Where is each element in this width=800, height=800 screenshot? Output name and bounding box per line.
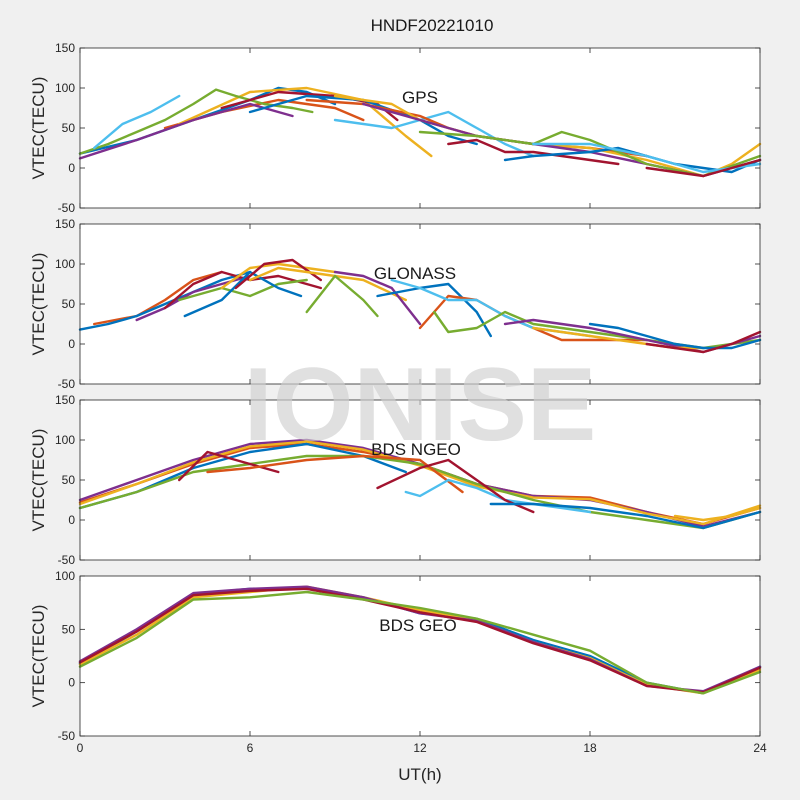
series-line-2 <box>78 440 762 526</box>
series-line-8 <box>333 110 535 158</box>
y-tick-label: 150 <box>55 41 75 55</box>
series-line-9 <box>489 502 762 530</box>
y-tick-label: -50 <box>58 201 76 215</box>
series-line-10 <box>333 270 422 326</box>
x-tick-label: 24 <box>753 741 767 755</box>
watermark: IONISE <box>244 347 597 463</box>
panel-2: -50 0 50 100 150 VTEC(TECU) BDS NGEO <box>29 393 762 567</box>
y-tick-label: 100 <box>55 433 75 447</box>
y-axis-label: VTEC(TECU) <box>29 77 48 180</box>
y-tick-label: 100 <box>55 81 75 95</box>
y-tick-label: 100 <box>55 257 75 271</box>
series-line-5 <box>177 450 280 482</box>
x-tick-label: 18 <box>583 741 597 755</box>
x-tick-label: 0 <box>77 741 84 755</box>
series-line-4 <box>78 590 762 695</box>
panel-1: -50 0 50 100 150 VTEC(TECU) GLONASS <box>29 217 762 391</box>
y-tick-label: -50 <box>58 377 76 391</box>
series-line-7 <box>234 258 322 290</box>
series-line-9 <box>305 274 379 318</box>
plot-area <box>80 400 760 560</box>
x-tick-label: 6 <box>247 741 254 755</box>
y-tick-label: 0 <box>68 337 75 351</box>
series-line-6 <box>183 270 303 318</box>
y-tick-label: 0 <box>68 513 75 527</box>
series-line-0 <box>92 270 223 326</box>
x-tick-label: 12 <box>413 741 427 755</box>
series-line-5 <box>92 94 181 150</box>
series-line-16 <box>645 158 762 178</box>
y-tick-label: 50 <box>62 297 76 311</box>
y-tick-label: 0 <box>68 676 75 690</box>
series-line-4 <box>78 88 314 155</box>
series-line-17 <box>588 322 762 350</box>
series-line-4 <box>78 454 762 530</box>
series-line-4 <box>177 278 308 302</box>
series-line-11 <box>376 282 492 338</box>
series-line-3 <box>163 270 322 310</box>
plot-area <box>80 224 760 384</box>
y-tick-label: -50 <box>58 553 76 567</box>
series-line-10 <box>673 506 762 522</box>
panel-label: BDS NGEO <box>371 440 461 459</box>
y-tick-label: -50 <box>58 729 76 743</box>
panel-label: BDS GEO <box>379 616 456 635</box>
series-line-15 <box>532 142 762 174</box>
series-line-18 <box>645 330 762 354</box>
series-line-1 <box>78 270 252 331</box>
y-axis-label: VTEC(TECU) <box>29 605 48 708</box>
y-tick-label: 100 <box>55 569 75 583</box>
series-line-14 <box>503 146 762 174</box>
series-line-12 <box>418 130 762 178</box>
y-tick-label: 50 <box>62 473 76 487</box>
y-tick-label: 50 <box>62 622 76 636</box>
figure-title: HNDF20221010 <box>371 16 494 35</box>
panel-label: GPS <box>402 88 438 107</box>
series-line-13 <box>447 138 620 166</box>
panel-0: -50 0 50 100 150 VTEC(TECU) GPS <box>29 41 762 215</box>
series-line-8 <box>248 266 407 302</box>
series-line-5 <box>220 262 337 290</box>
y-axis-label: VTEC(TECU) <box>29 253 48 356</box>
panel-label: GLONASS <box>374 264 456 283</box>
y-axis-label: VTEC(TECU) <box>29 429 48 532</box>
y-tick-label: 150 <box>55 393 75 407</box>
series-line-3 <box>78 587 762 694</box>
y-tick-label: 0 <box>68 161 75 175</box>
plot-area <box>80 48 760 208</box>
x-axis-label: UT(h) <box>398 765 441 784</box>
plot-area <box>80 576 760 736</box>
y-tick-label: 150 <box>55 217 75 231</box>
y-tick-label: 50 <box>62 121 76 135</box>
series-line-8 <box>376 458 535 514</box>
